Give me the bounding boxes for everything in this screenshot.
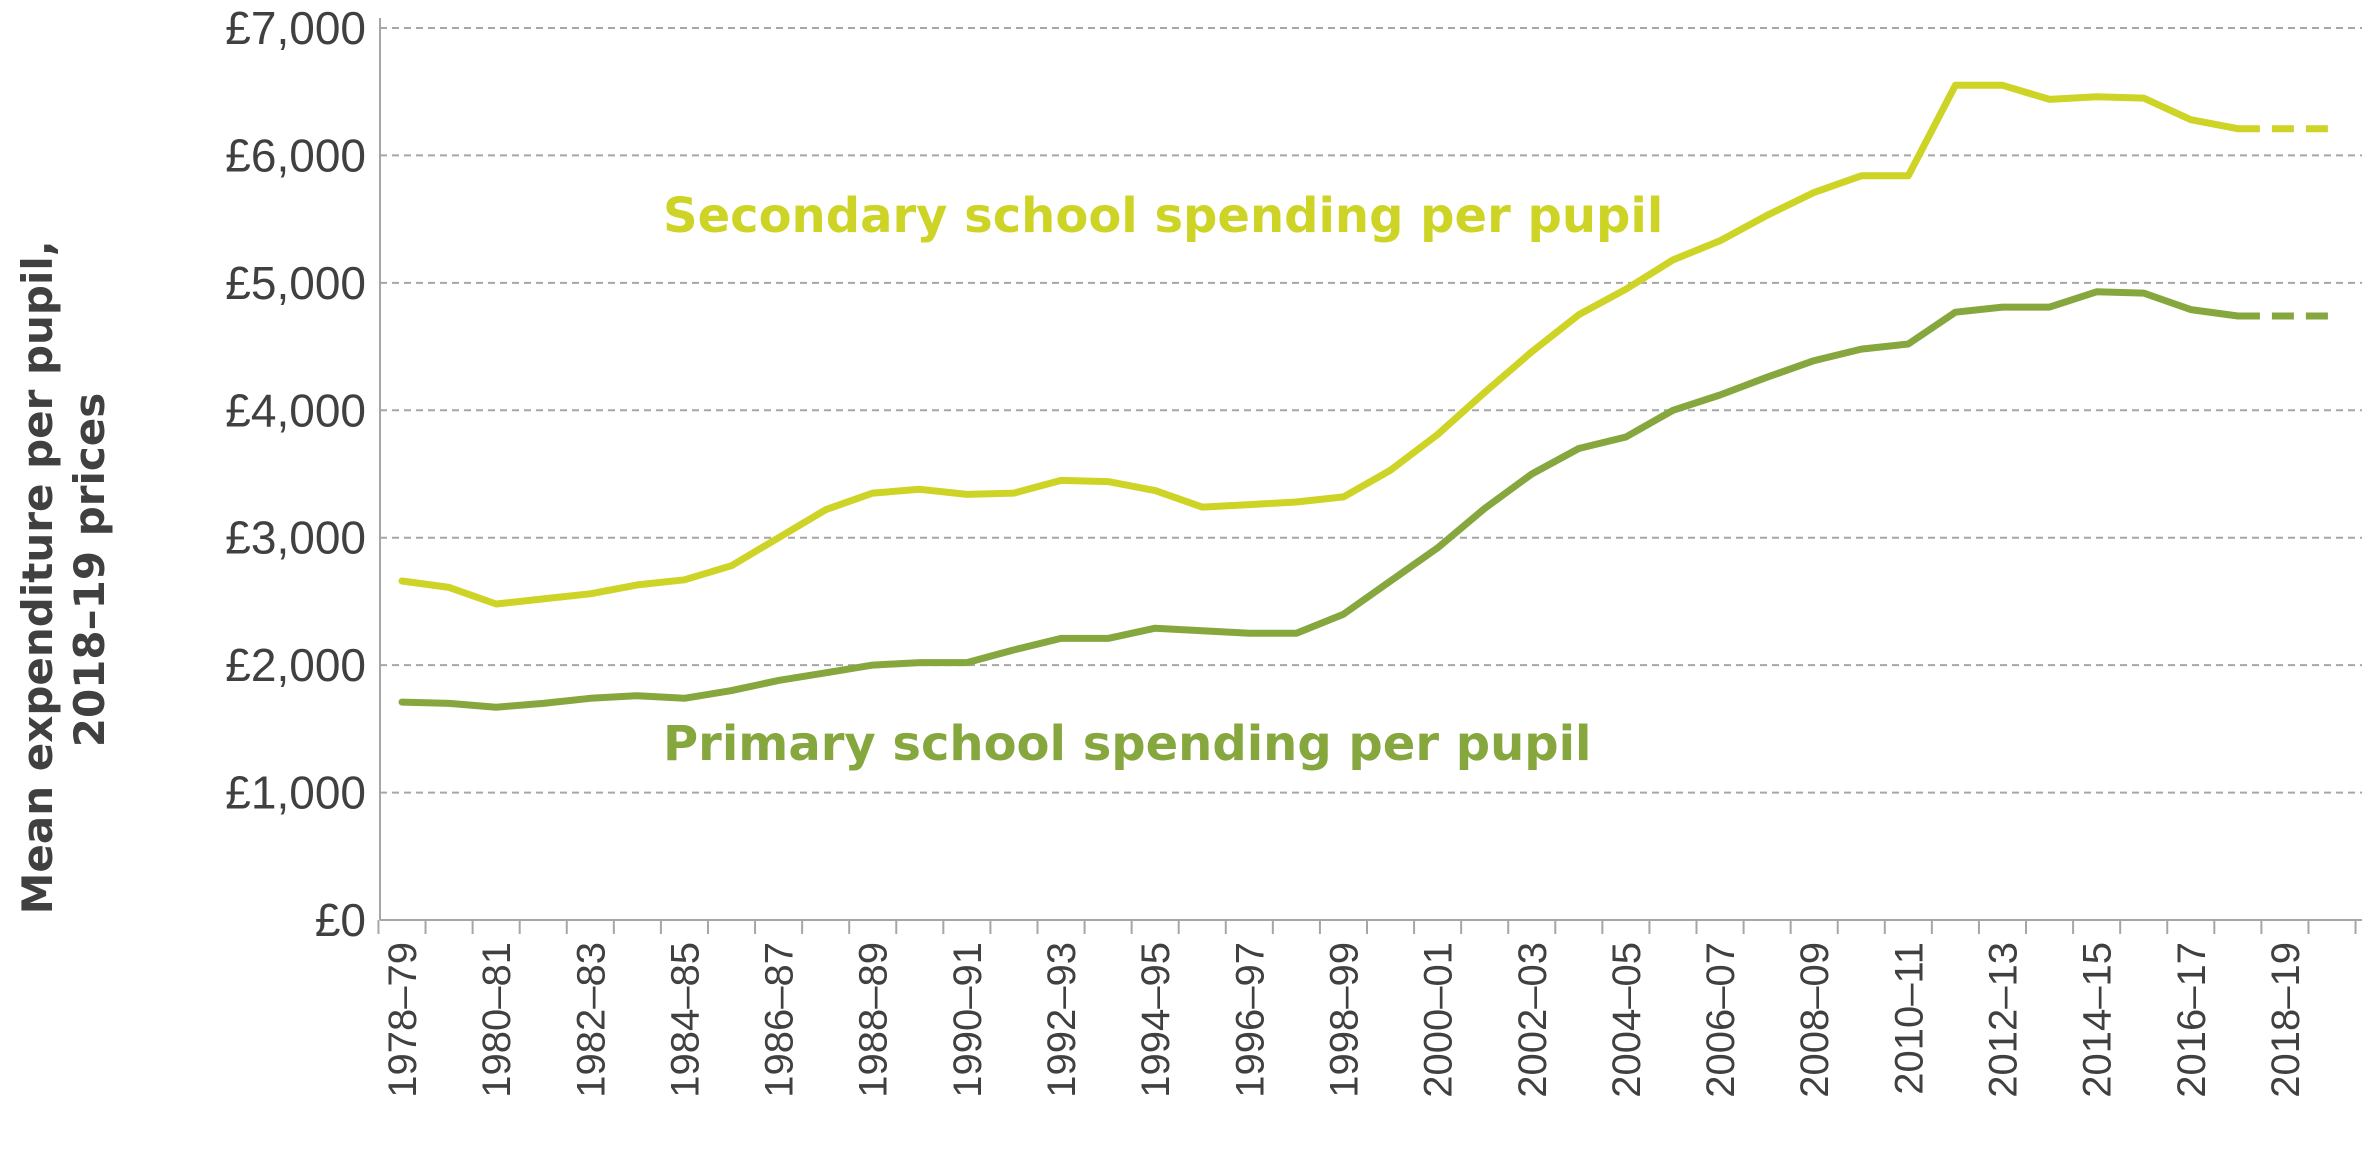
y-tick-label: £2,000 — [225, 639, 366, 691]
x-tick-label: 2012–13 — [1981, 942, 2025, 1098]
x-tick-label: 1978–79 — [381, 942, 425, 1098]
y-tick-label: £1,000 — [225, 767, 366, 819]
x-tick-label: 2018–19 — [2264, 942, 2308, 1098]
x-tick-label: 2000–01 — [1417, 942, 1461, 1098]
y-tick-label: £0 — [315, 894, 366, 946]
x-tick-label: 2010–11 — [1887, 942, 1931, 1095]
y-tick-label: £5,000 — [225, 257, 366, 309]
y-tick-label: £3,000 — [225, 512, 366, 564]
series-layer — [398, 81, 2332, 711]
x-tick-label: 2002–03 — [1511, 942, 1555, 1098]
x-tick-label: 1998–99 — [1322, 942, 1366, 1098]
x-tick-label: 1990–91 — [946, 942, 990, 1098]
axis-layer: £0 £1,000 £2,000 £3,000 £4,000 £5,000 £6,000 £7… — [225, 2, 2362, 1098]
primary-series-line — [398, 288, 2242, 711]
x-tick-label: 1986–87 — [758, 942, 802, 1098]
y-axis-title: Mean expenditure per pupil, 2018–19 pric… — [13, 226, 114, 915]
x-tick-label: 2014–15 — [2076, 942, 2120, 1098]
secondary-series-label: Secondary school spending per pupil — [663, 188, 1663, 244]
y-tick-label: £7,000 — [225, 2, 366, 54]
x-tick-label: 2004–05 — [1605, 942, 1649, 1098]
x-tick-label: 2016–17 — [2170, 942, 2214, 1098]
x-tick-label: 1980–81 — [475, 942, 519, 1098]
y-tick-label: £6,000 — [225, 129, 366, 181]
x-tick-label: 1992–93 — [1040, 942, 1084, 1098]
y-tick-label: £4,000 — [225, 384, 366, 436]
x-tick-label: 1988–89 — [852, 942, 896, 1098]
grid-layer — [380, 27, 2362, 794]
primary-series-label: Primary school spending per pupil — [663, 716, 1592, 772]
y-axis-title-line-2: 2018–19 prices — [65, 393, 114, 748]
x-tick-label: 1994–95 — [1134, 942, 1178, 1098]
y-axis-title-line-1: Mean expenditure per pupil, — [13, 240, 62, 914]
x-tick-label: 1996–97 — [1228, 942, 1272, 1098]
x-tick-label: 2008–09 — [1793, 942, 1837, 1098]
x-tick-label: 2006–07 — [1699, 942, 1743, 1098]
secondary-series-line — [398, 81, 2242, 608]
x-tick-label: 1982–83 — [569, 942, 613, 1098]
x-tick-label: 1984–85 — [663, 942, 707, 1098]
